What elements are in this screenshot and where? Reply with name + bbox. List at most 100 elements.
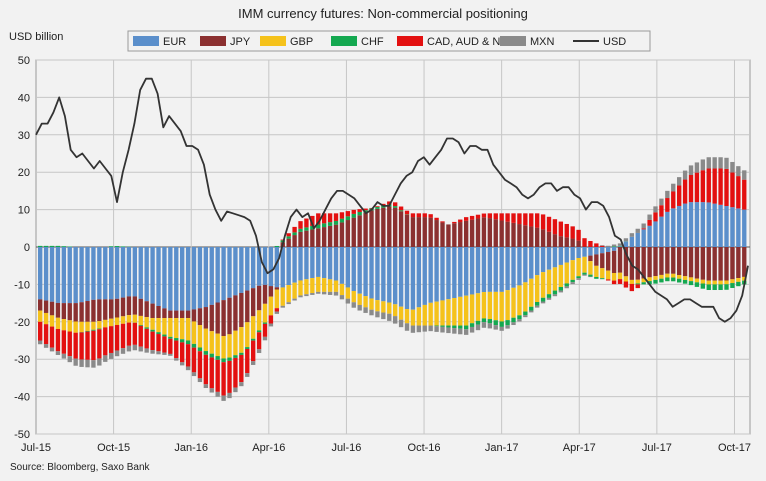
bar-segment-jpy <box>156 305 161 319</box>
bar-segment-gbp <box>209 331 214 354</box>
bar-segment-jpy <box>706 247 711 281</box>
bar-segment-gbp <box>322 278 327 292</box>
bar-segment-mxn <box>564 286 569 289</box>
bar-segment-jpy <box>393 207 398 247</box>
bar-segment-gbp <box>398 306 404 320</box>
bar-segment-eur <box>91 247 96 300</box>
bar-segment-mxn <box>440 326 445 333</box>
bar-segment-gbp <box>369 298 374 310</box>
bar-segment-chf <box>475 320 481 325</box>
bar-segment-cadaudnzd <box>351 209 356 214</box>
bar-segment-mxn <box>398 319 404 328</box>
bar-segment-jpy <box>239 292 244 328</box>
bar-segment-chf <box>233 355 238 358</box>
bar-segment-eur <box>256 247 262 286</box>
bar-segment-chf <box>594 276 599 279</box>
bar-segment-gbp <box>564 262 569 284</box>
bar-segment-gbp <box>132 314 138 323</box>
bar-segment-gbp <box>558 264 564 288</box>
bar-segment-gbp <box>623 276 629 282</box>
bar-segment-gbp <box>688 277 694 282</box>
x-tick-label: Jan-17 <box>485 442 519 454</box>
bar-segment-jpy <box>351 217 356 247</box>
bar-segment-cadaudnzd <box>375 206 380 207</box>
bar-segment-jpy <box>446 224 451 247</box>
bar-segment-eur <box>724 206 729 247</box>
bar-segment-eur <box>505 247 510 291</box>
bar-segment-mxn <box>458 328 463 335</box>
bar-segment-cadaudnzd <box>322 213 327 224</box>
bar-segment-gbp <box>185 318 191 341</box>
x-tick-label: Oct-15 <box>97 442 130 454</box>
bar-segment-eur <box>736 208 741 247</box>
bar-segment-jpy <box>185 310 191 319</box>
bar-segment-eur <box>517 247 522 286</box>
bar-segment-eur <box>316 247 321 277</box>
bar-segment-mxn <box>363 307 368 313</box>
bar-segment-jpy <box>475 218 481 247</box>
bar-segment-chf <box>665 277 670 282</box>
bar-segment-mxn <box>103 355 108 362</box>
bar-segment-eur <box>422 247 427 305</box>
bar-segment-eur <box>144 247 149 302</box>
bar-segment-cadaudnzd <box>688 174 694 203</box>
bar-segment-mxn <box>156 351 161 355</box>
bar-segment-chf <box>262 322 268 324</box>
x-tick-label: Oct-16 <box>408 442 441 454</box>
bar-segment-chf <box>298 228 303 232</box>
bar-segment-cadaudnzd <box>162 336 167 353</box>
bar-segment-gbp <box>511 287 516 318</box>
bar-segment-gbp <box>464 295 469 326</box>
bar-segment-chf <box>523 311 528 316</box>
bar-segment-eur <box>156 247 161 306</box>
x-tick-label: Oct-17 <box>718 442 751 454</box>
bar-segment-jpy <box>641 247 646 279</box>
bar-segment-gbp <box>339 283 345 296</box>
bar-segment-jpy <box>381 207 386 247</box>
bar-segment-mxn <box>416 325 422 333</box>
bar-segment-eur <box>623 241 629 247</box>
bar-segment-eur <box>97 247 102 300</box>
bar-segment-chf <box>274 245 280 247</box>
bar-segment-eur <box>67 247 72 304</box>
bar-segment-chf <box>440 325 445 327</box>
bar-segment-mxn <box>150 350 155 354</box>
bar-segment-chf <box>138 325 143 326</box>
bar-segment-eur <box>38 247 43 300</box>
bar-segment-eur <box>304 247 309 280</box>
bar-segment-jpy <box>322 227 327 247</box>
bar-segment-jpy <box>428 217 433 247</box>
bar-segment-eur <box>588 247 593 256</box>
bar-segment-cadaudnzd <box>718 168 723 205</box>
bar-segment-eur <box>61 247 67 304</box>
bar-segment-mxn <box>61 353 67 359</box>
bar-segment-chf <box>540 297 546 302</box>
bar-segment-chf <box>215 356 220 360</box>
bar-segment-gbp <box>505 290 510 321</box>
bar-segment-gbp <box>274 289 280 309</box>
bar-segment-mxn <box>730 161 735 173</box>
bar-segment-cadaudnzd <box>582 238 587 247</box>
bar-segment-gbp <box>73 321 78 333</box>
bar-segment-chf <box>304 227 309 231</box>
bar-segment-cadaudnzd <box>606 279 611 281</box>
legend-swatch-mxn <box>500 36 526 46</box>
bar-segment-jpy <box>345 220 351 247</box>
bar-segment-eur <box>458 247 463 297</box>
bar-segment-eur <box>416 247 422 308</box>
bar-segment-jpy <box>404 214 410 247</box>
bar-segment-gbp <box>221 336 226 359</box>
bar-segment-eur <box>333 247 339 281</box>
bar-segment-gbp <box>351 291 356 303</box>
bar-segment-chf <box>517 315 522 320</box>
bar-segment-mxn <box>452 328 457 334</box>
bar-segment-mxn <box>274 311 280 314</box>
bar-segment-jpy <box>730 247 735 280</box>
bar-segment-cadaudnzd <box>570 226 575 239</box>
bar-segment-jpy <box>333 224 339 247</box>
bar-segment-chf <box>49 245 55 247</box>
bar-segment-gbp <box>529 278 534 307</box>
bar-segment-cadaudnzd <box>97 329 102 359</box>
bar-segment-eur <box>617 246 623 247</box>
